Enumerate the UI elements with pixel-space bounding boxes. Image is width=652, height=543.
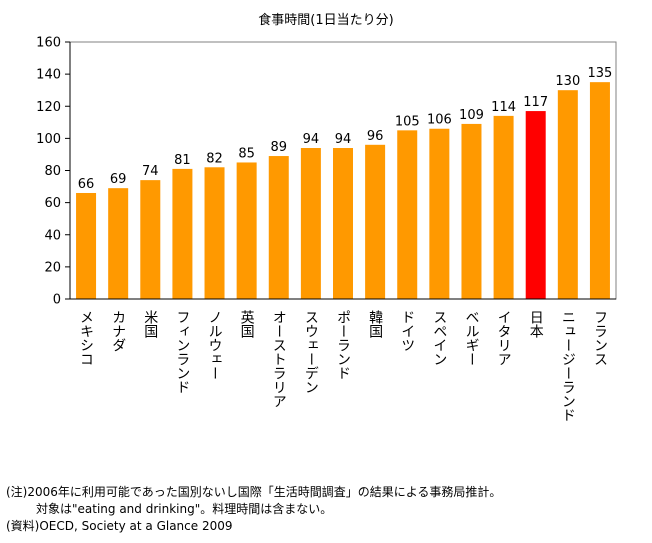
category-label: フランス <box>592 310 608 366</box>
data-label: 85 <box>238 146 255 161</box>
footnote-scope: 対象は"eating and drinking"。料理時間は含まない。 <box>36 502 333 516</box>
y-tick-label: 100 <box>36 132 61 147</box>
y-tick-label: 160 <box>36 36 61 51</box>
category-label: オーストラリア <box>271 310 287 408</box>
bar-chart: 0 20 40 60 80 100 120 140 160 66 メキシコ 69 カナダ 74 米国 81 フィ… <box>36 36 617 422</box>
bar <box>429 128 450 299</box>
bar <box>397 130 418 299</box>
data-label: 105 <box>395 114 420 129</box>
bar <box>557 90 578 299</box>
footnote-note: (注)2006年に利用可能であった国別ないし国際「生活時間調査」の結果による事務… <box>6 485 502 499</box>
bar <box>204 167 225 299</box>
bar <box>76 192 97 299</box>
bar <box>525 111 546 299</box>
data-label: 81 <box>174 153 191 168</box>
y-tick-label: 20 <box>44 260 61 275</box>
data-label: 130 <box>555 74 580 89</box>
bar <box>172 168 193 299</box>
y-tick-label: 60 <box>44 196 61 211</box>
category-label: 日本 <box>528 310 544 338</box>
bar <box>493 115 514 299</box>
data-label: 96 <box>367 129 384 144</box>
bar <box>236 162 257 299</box>
y-tick-label: 0 <box>53 293 61 308</box>
category-label: ポーランド <box>335 310 351 380</box>
data-label: 66 <box>78 177 95 192</box>
chart-title: 食事時間(1日当たり分) <box>258 13 394 28</box>
category-label: スペイン <box>431 310 447 366</box>
category-label: スウェーデン <box>303 310 319 394</box>
footnotes: (注)2006年に利用可能であった国別ないし国際「生活時間調査」の結果による事務… <box>6 484 501 535</box>
category-label: イタリア <box>496 310 512 366</box>
category-label: ドイツ <box>399 310 415 352</box>
bar <box>140 180 161 299</box>
y-tick-label: 140 <box>36 68 61 83</box>
bar <box>589 82 610 299</box>
y-tick-label: 80 <box>44 164 61 179</box>
category-label: フィンランド <box>174 310 190 394</box>
data-label: 106 <box>427 113 452 128</box>
data-label: 114 <box>491 100 516 115</box>
data-label: 135 <box>588 66 613 81</box>
data-label: 94 <box>303 132 320 147</box>
data-label: 69 <box>110 172 127 187</box>
category-label: 英国 <box>239 309 255 338</box>
category-label: ニュージーランド <box>560 310 576 422</box>
bar <box>300 148 321 299</box>
category-label: カナダ <box>110 310 126 352</box>
bar <box>365 144 386 299</box>
y-tick-label: 120 <box>36 100 61 115</box>
footnote-source: (資料)OECD, Society at a Glance 2009 <box>6 519 233 533</box>
category-label: ベルギー <box>463 310 479 366</box>
bar <box>108 188 129 299</box>
bar <box>333 148 353 299</box>
data-label: 89 <box>270 140 287 155</box>
y-tick-label: 40 <box>44 228 61 243</box>
data-label: 94 <box>335 132 352 147</box>
category-label: 韓国 <box>367 310 383 338</box>
category-label: メキシコ <box>78 310 94 366</box>
category-label: 米国 <box>142 310 158 338</box>
data-label: 82 <box>206 151 223 166</box>
data-label: 117 <box>523 95 548 110</box>
bar <box>268 156 289 299</box>
data-label: 109 <box>459 108 484 123</box>
data-label: 74 <box>142 164 159 179</box>
category-label: ノルウェー <box>207 310 223 380</box>
bar <box>461 123 482 299</box>
